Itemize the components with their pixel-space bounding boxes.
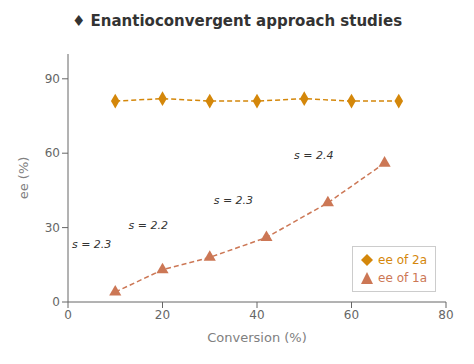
svg-text:s = 2.2: s = 2.2 [129, 219, 168, 232]
svg-text:40: 40 [249, 308, 264, 322]
svg-text:0: 0 [64, 308, 72, 322]
svg-text:60: 60 [344, 308, 359, 322]
html-text:ee of 1a: ee of 1a [378, 271, 427, 285]
svg-text:Conversion (%): Conversion (%) [207, 330, 307, 345]
svg-text:20: 20 [155, 308, 170, 322]
svg-text:90: 90 [45, 72, 60, 86]
svg-text:s = 2.3: s = 2.3 [214, 194, 253, 207]
html-text:♦ Enantioconvergent approach s: ♦ Enantioconvergent approach studies [71, 12, 403, 30]
svg-text:ee (%): ee (%) [16, 157, 31, 200]
svg-text:s = 2.4: s = 2.4 [294, 149, 333, 162]
html-text:ee of 2a: ee of 2a [378, 253, 427, 267]
svg-text:s = 2.3: s = 2.3 [72, 238, 111, 251]
svg-text:0: 0 [52, 295, 60, 309]
svg-text:30: 30 [45, 221, 60, 235]
svg-text:60: 60 [45, 146, 60, 160]
svg-text:80: 80 [438, 308, 453, 322]
